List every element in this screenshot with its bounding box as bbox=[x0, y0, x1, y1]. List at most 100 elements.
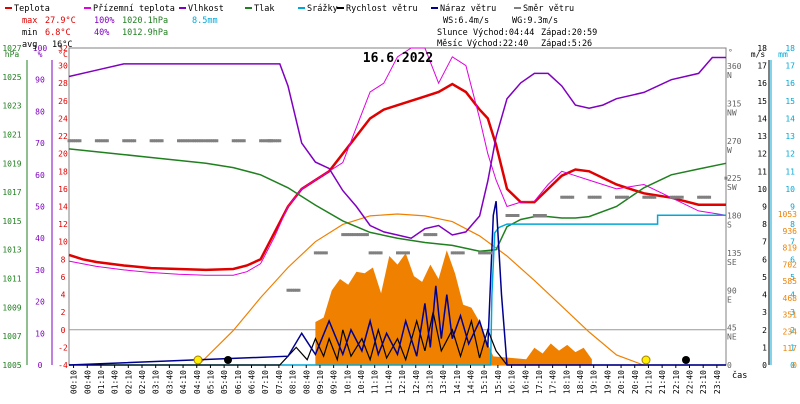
wind-direction-point bbox=[678, 195, 682, 199]
axis-mm-tick: 5 bbox=[790, 273, 795, 282]
axis-degc-tick: 24 bbox=[58, 114, 68, 123]
wind-direction-point bbox=[363, 233, 367, 237]
axis-wm2-tick: 117 bbox=[783, 344, 798, 353]
axis-ms-tick: 12 bbox=[757, 150, 767, 159]
axis-ms-tick: 15 bbox=[757, 97, 767, 106]
wind-direction-point bbox=[177, 139, 180, 143]
wind-direction-point bbox=[213, 139, 217, 143]
axis-degc-tick: 26 bbox=[58, 97, 68, 106]
wind-direction-point bbox=[151, 139, 155, 143]
axis-wm2-tick: 468 bbox=[783, 294, 798, 303]
wind-direction-point bbox=[133, 139, 137, 143]
x-tick-label: 10:40 bbox=[357, 370, 366, 394]
wind-direction-point bbox=[379, 251, 383, 255]
axis-mm-tick: 12 bbox=[785, 150, 795, 159]
axis-mm-tick: 15 bbox=[785, 97, 795, 106]
wind-direction-point bbox=[271, 139, 275, 143]
wind-direction-point bbox=[459, 251, 463, 255]
series-tlak bbox=[68, 148, 727, 252]
wind-direction-point bbox=[322, 251, 326, 255]
x-tick-label: 13:40 bbox=[439, 370, 448, 394]
x-tick-label: 15:40 bbox=[494, 370, 503, 394]
axis-dir-tick: 225 bbox=[727, 174, 742, 183]
wind-direction-point bbox=[185, 139, 189, 143]
wind-direction-point bbox=[293, 288, 297, 292]
wind-direction-point bbox=[569, 195, 573, 199]
x-tick-label: 06:10 bbox=[234, 370, 243, 394]
wind-direction-point bbox=[103, 139, 107, 143]
wind-direction-point bbox=[587, 195, 591, 199]
wind-direction-point bbox=[276, 139, 280, 143]
wind-direction-point bbox=[341, 233, 345, 237]
x-tick-label: 12:40 bbox=[412, 370, 421, 394]
axis-mm-tick: 11 bbox=[785, 167, 795, 176]
axis-pct-tick: 40 bbox=[35, 234, 45, 243]
x-tick-label: 01:10 bbox=[97, 370, 106, 394]
axis-mm-tick: 6 bbox=[790, 255, 795, 264]
axis-wm2-tick: 936 bbox=[783, 227, 798, 236]
moon-label: Měsíc bbox=[437, 39, 463, 49]
axis-ms-tick: 18 bbox=[757, 44, 767, 53]
stats-max-label: max bbox=[22, 16, 37, 26]
axis-ms-tick: 14 bbox=[757, 114, 767, 123]
wind-direction-point bbox=[149, 139, 153, 143]
wind-direction-point bbox=[623, 195, 627, 199]
x-tick-label: 09:10 bbox=[316, 370, 325, 394]
wind-direction-point bbox=[204, 139, 208, 143]
wind-direction-point bbox=[434, 233, 438, 237]
axis-degc-title: °C bbox=[58, 50, 68, 59]
wind-direction-point bbox=[67, 139, 71, 143]
stats-max-hum: 100% bbox=[94, 16, 114, 26]
wind-direction-point bbox=[619, 195, 623, 199]
axis-mm-tick: 8 bbox=[790, 220, 795, 229]
moonset-icon bbox=[224, 356, 232, 364]
wind-direction-point bbox=[541, 214, 545, 217]
header-info: max 27.9°C 100% 1020.1hPa 8.5mm min 6.8°… bbox=[22, 16, 747, 381]
axis-ms-title: m/s bbox=[751, 50, 766, 59]
wind-direction-point bbox=[708, 195, 712, 199]
wind-direction-point bbox=[158, 139, 162, 143]
axis-pct-tick: 90 bbox=[35, 76, 45, 85]
axis-mm-tick: 14 bbox=[785, 114, 795, 123]
x-tick-label: 07:40 bbox=[275, 370, 284, 394]
wind-direction-point bbox=[278, 139, 282, 143]
axis-hpa-tick: 1027 bbox=[2, 44, 21, 53]
axis-wm2-tick: 819 bbox=[783, 244, 798, 253]
x-tick-label: 01:40 bbox=[111, 370, 120, 394]
stats-max-press: 1020.1hPa bbox=[122, 16, 168, 26]
legend: Teplota Přízemní teplota Vlhkost Tlak Srážky… bbox=[5, 4, 574, 14]
axis-hpa-tick: 1007 bbox=[2, 332, 21, 341]
x-tick-label: 06:40 bbox=[248, 370, 257, 394]
stats-min-press: 1012.9hPa bbox=[122, 28, 168, 38]
x-tick-label: 08:40 bbox=[302, 370, 311, 394]
wind-direction-point bbox=[621, 195, 625, 199]
wind-direction-point bbox=[208, 139, 212, 143]
wind-direction-point bbox=[156, 139, 160, 143]
wind-direction-point bbox=[242, 139, 246, 143]
axis-mm-tick: 10 bbox=[785, 185, 795, 194]
wind-direction-point bbox=[671, 195, 675, 199]
sun-label: Slunce bbox=[437, 28, 468, 38]
wind-direction-point bbox=[69, 139, 73, 143]
wind-direction-point bbox=[402, 251, 406, 255]
stats-avg-temp: 16°C bbox=[52, 40, 72, 50]
stats-avg-label: avg bbox=[22, 40, 37, 50]
axis-degc-tick: 8 bbox=[61, 255, 66, 264]
solar-layer bbox=[198, 213, 644, 366]
wind-direction-point bbox=[313, 251, 317, 255]
wind-direction-point bbox=[365, 233, 369, 237]
axis-dir-compass: E bbox=[727, 295, 732, 304]
axis-hpa-tick: 1025 bbox=[2, 73, 21, 82]
wind-direction-point bbox=[357, 233, 361, 237]
axis-hpa-tick: 1011 bbox=[2, 275, 21, 284]
series-lines bbox=[67, 47, 728, 366]
x-tick-label: 21:10 bbox=[644, 370, 653, 394]
wind-direction-point bbox=[192, 139, 196, 143]
axis-mm-tick: 16 bbox=[785, 79, 795, 88]
axis-ms-tick: 4 bbox=[762, 291, 767, 300]
wind-direction-point bbox=[76, 139, 80, 143]
axis-dir-tick: 135 bbox=[727, 249, 742, 258]
wind-direction-point bbox=[512, 214, 516, 217]
axis-dir-tick: 270 bbox=[727, 137, 742, 146]
solar-theoretical-line bbox=[198, 213, 644, 366]
